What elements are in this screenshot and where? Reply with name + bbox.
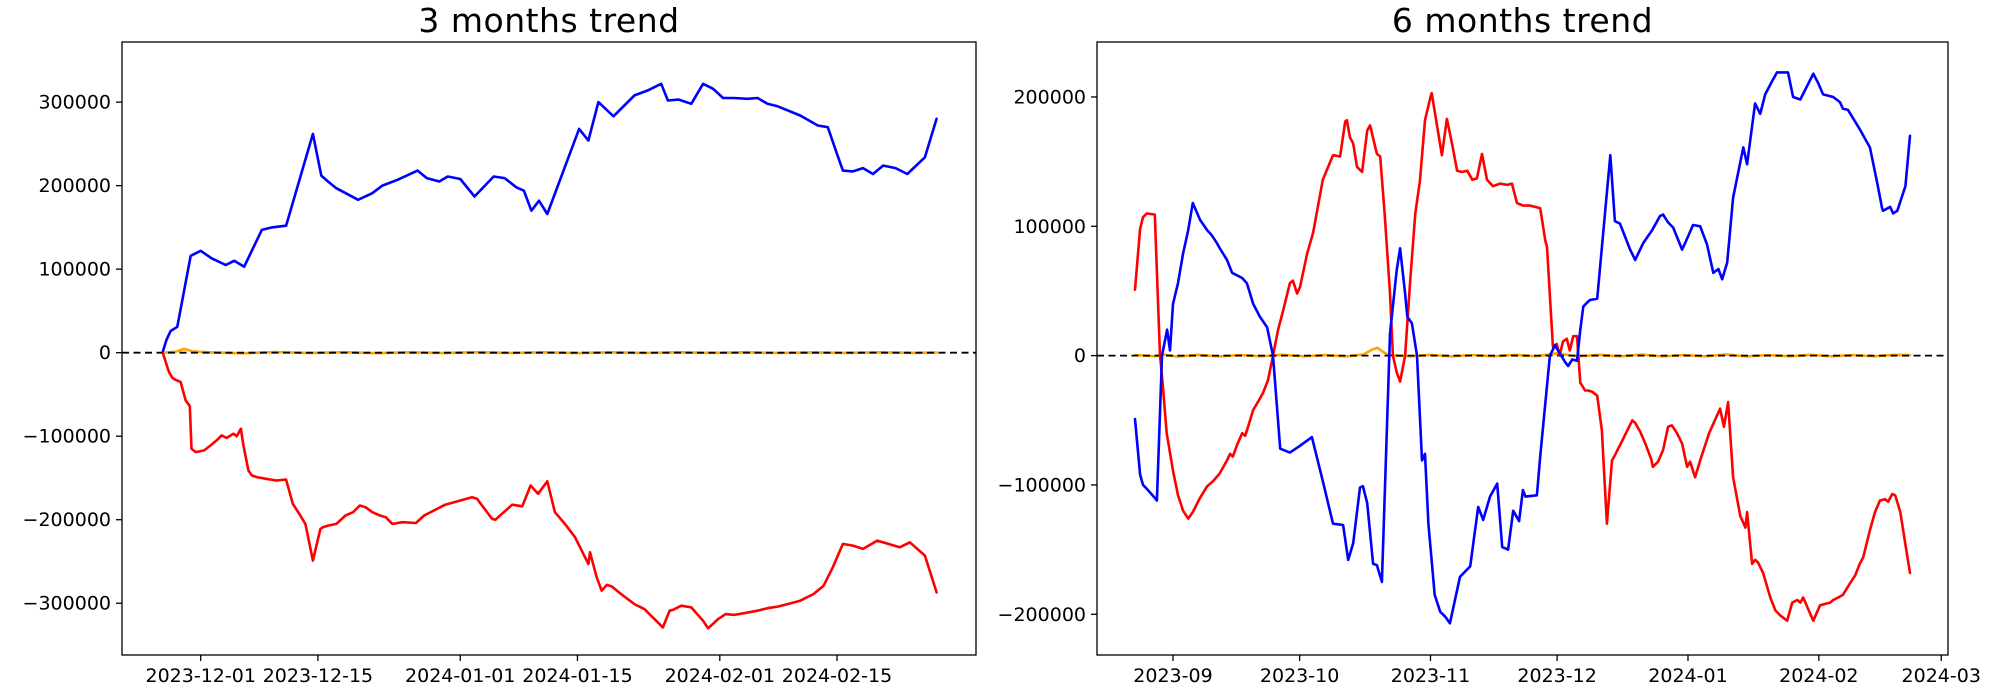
x-tick-label: 2023-12 (1517, 665, 1596, 687)
x-tick-label: 2023-10 (1260, 665, 1339, 687)
y-tick-label: −200000 (23, 509, 111, 531)
y-tick-label: 100000 (38, 259, 111, 281)
x-tick-label: 2024-01-01 (405, 665, 515, 687)
y-tick-label: −300000 (23, 593, 111, 615)
series-red-line (1133, 91, 1912, 623)
series-red-line (161, 352, 938, 630)
series-blue-line (1133, 71, 1912, 625)
x-tick-label: 2024-01-15 (522, 665, 632, 687)
axes-frame (121, 41, 977, 656)
y-tick-label: 200000 (38, 175, 111, 197)
y-tick-label: 300000 (38, 92, 111, 114)
y-tick-label: 200000 (1013, 86, 1086, 108)
chart-title-3-months: 3 months trend (418, 1, 680, 40)
x-tick-label: 2024-02-15 (782, 665, 892, 687)
x-tick-label: 2024-03 (1902, 665, 1981, 687)
y-tick-label: −100000 (23, 426, 111, 448)
chart-0: 2023-12-01 2023-12-15 2024-01-01 2024-01-15… (23, 41, 977, 687)
chart-title-6-months: 6 months trend (1391, 1, 1654, 40)
y-tick-label: 100000 (1013, 216, 1086, 238)
axes-frame (1096, 41, 1949, 656)
y-tick-label: 0 (1074, 345, 1086, 367)
x-tick-label: 2024-02-01 (665, 665, 775, 687)
x-tick-label: 2023-12-15 (263, 665, 373, 687)
x-tick-label: 2024-01 (1648, 665, 1727, 687)
x-tick-label: 2023-09 (1133, 665, 1212, 687)
x-tick-label: 2023-12-01 (145, 665, 255, 687)
series-blue-line (161, 82, 938, 353)
y-tick-label: 0 (99, 342, 111, 364)
y-tick-label: −200000 (998, 604, 1086, 626)
x-tick-label: 2024-02 (1779, 665, 1858, 687)
chart-1: 2023-09 2023-10 2023-11 2023-12 2024-01 2024-… (998, 41, 1981, 687)
x-tick-label: 2023-11 (1391, 665, 1470, 687)
y-tick-label: −100000 (998, 474, 1086, 496)
